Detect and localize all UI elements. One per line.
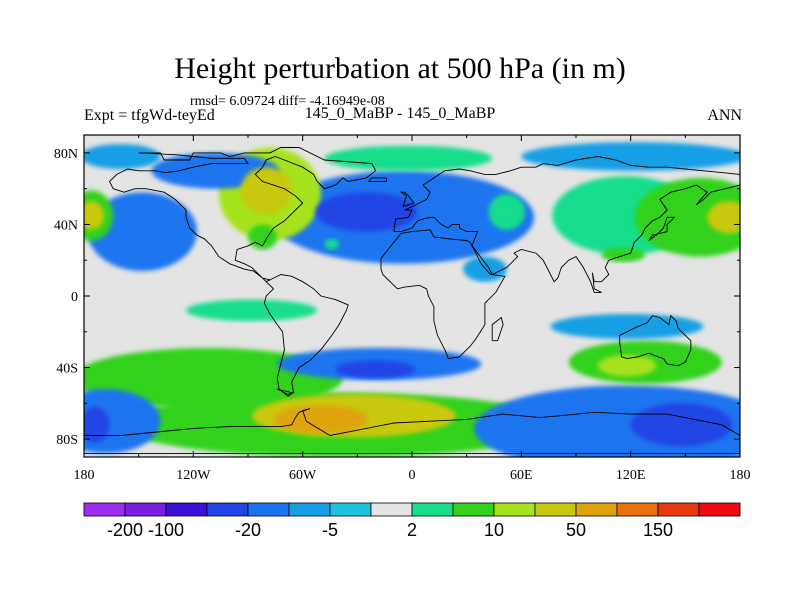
contour-blob [550,313,704,339]
x-tick-label: 120W [176,468,211,483]
colorbar-swatch [247,502,290,517]
x-tick-label: 60E [510,468,533,483]
y-tick-label: 80N [54,147,78,162]
colorbar-label: 2 [407,520,417,540]
contour-blob [324,238,340,250]
contour-blob [248,224,278,250]
colorbar-label: -20 [235,520,261,540]
y-tick-label: 40N [54,218,78,233]
contour-blob [521,142,740,171]
x-tick-label: 180 [730,468,751,483]
colorbar-label: -200 [107,520,143,540]
contour-blob [707,201,740,234]
contour-blob [240,167,292,214]
season-label: ANN [707,107,742,124]
coastline [491,316,504,342]
colorbar-swatch [370,502,413,517]
contour-blob [84,143,161,169]
colorbar-label: -5 [322,520,338,540]
coastline [380,229,506,360]
contour-blob [634,177,740,257]
x-tick-label: 180 [74,468,95,483]
colorbar: -200 -100 -20 -5 2 10 50 150 [83,502,741,540]
coastline [277,388,293,395]
colorbar-swatch [616,502,659,517]
colorbar-swatch [165,502,208,517]
y-tick-label: 40S [56,362,78,377]
contour-blob [315,192,418,232]
coastline [108,147,377,283]
stats-label: rmsd= 6.09724 diff= -4.16949e-08 [190,94,385,109]
x-tick-label: 120E [616,468,646,483]
colorbar-swatch [575,502,618,517]
coastline [263,274,349,397]
contour-blob [84,406,110,443]
contour-blob [630,403,733,447]
map-axes: 180 120W 60W 0 60E 120E 180 80N 40N 0 40S 80S [54,135,751,483]
coastlines [84,147,740,454]
x-tick-label: 60W [289,468,317,483]
colorbar-swatch [452,502,495,517]
colorbar-swatch [124,502,167,517]
colorbar-swatch [657,502,700,517]
colorbar-swatch [288,502,331,517]
colorbar-swatch [698,502,741,517]
x-tick-label: 0 [409,468,416,483]
colorbar-swatch [329,502,372,517]
coastline [84,408,740,454]
case-label: 145_0_MaBP - 145_0_MaBP [304,105,496,122]
experiment-label: Expt = tfgWd-teyEd [84,107,215,124]
contour-field [84,142,740,457]
contour-blob [84,201,105,230]
contour-blob [324,145,493,171]
contour-blob [87,192,197,271]
colorbar-swatch [493,502,536,517]
coastline [619,314,692,367]
contour-blob [601,247,646,263]
colorbar-swatch [206,502,249,517]
coastline [648,216,676,241]
coastline [399,191,415,208]
colorbar-swatch [83,502,126,517]
contour-blob [463,256,507,282]
contour-blob [488,194,525,230]
contour-blob [597,355,657,377]
colorbar-label: 50 [566,520,586,540]
y-tick-label: 80S [56,433,78,448]
coastline [367,177,387,182]
colorbar-label: 10 [484,520,504,540]
contour-blob [335,360,416,379]
contour-blob [474,385,740,457]
contour-blob [273,405,369,434]
coastline [393,156,740,293]
chart-title: Height perturbation at 500 hPa (in m) [174,52,626,85]
colorbar-label: 150 [643,520,673,540]
colorbar-swatch [411,502,454,517]
colorbar-label: -100 [148,520,184,540]
colorbar-swatch [534,502,577,517]
contour-blob [186,299,318,322]
y-tick-label: 0 [71,290,78,305]
